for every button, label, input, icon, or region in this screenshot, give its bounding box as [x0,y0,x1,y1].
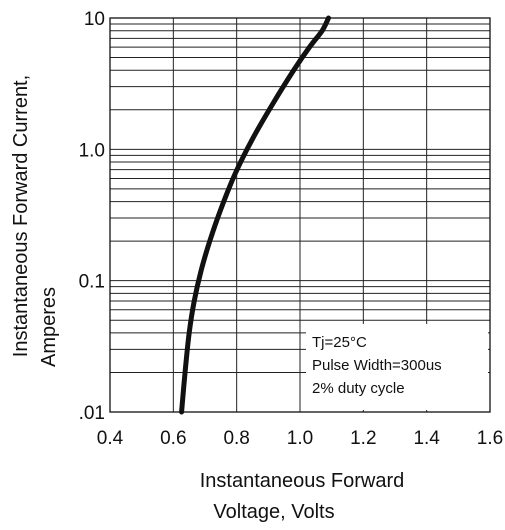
annotation-line-3: 2% duty cycle [312,380,405,397]
x-tick-label: 1.4 [413,428,440,449]
series-curve-group [179,15,331,415]
x-axis-title-line-1: Instantaneous Forward [200,470,405,492]
plot-frame [109,17,491,413]
y-axis-title-line-2: Amperes [38,287,60,367]
y-tick-label: 1.0 [79,140,105,161]
x-tick-label: 1.6 [477,428,503,449]
series-line-0 [179,15,331,415]
grid-lines [109,17,491,413]
y-tick-label: 10 [84,9,105,30]
x-tick-label: 0.4 [97,428,124,449]
annotation-background [306,324,488,410]
x-axis-title-line-2: Voltage, Volts [213,501,334,523]
x-tick-label: 1.0 [287,428,313,449]
y-axis-title-line-1: Instantaneous Forward Current, [10,75,32,357]
annotation-line-1: Tj=25°C [312,334,367,351]
y-tick-labels: .01 0.1 1.0 10 [79,9,105,424]
x-tick-labels: 0.4 0.6 0.8 1.0 1.2 1.4 1.6 [97,428,503,449]
y-tick-label: 0.1 [79,272,105,293]
x-tick-label: 0.6 [160,428,186,449]
y-tick-label: .01 [79,403,105,424]
annotation-box: Tj=25°C Pulse Width=300us 2% duty cycle [306,324,488,410]
x-tick-label: 1.2 [350,428,376,449]
x-tick-label: 0.8 [223,428,249,449]
annotation-line-2: Pulse Width=300us [312,357,442,374]
